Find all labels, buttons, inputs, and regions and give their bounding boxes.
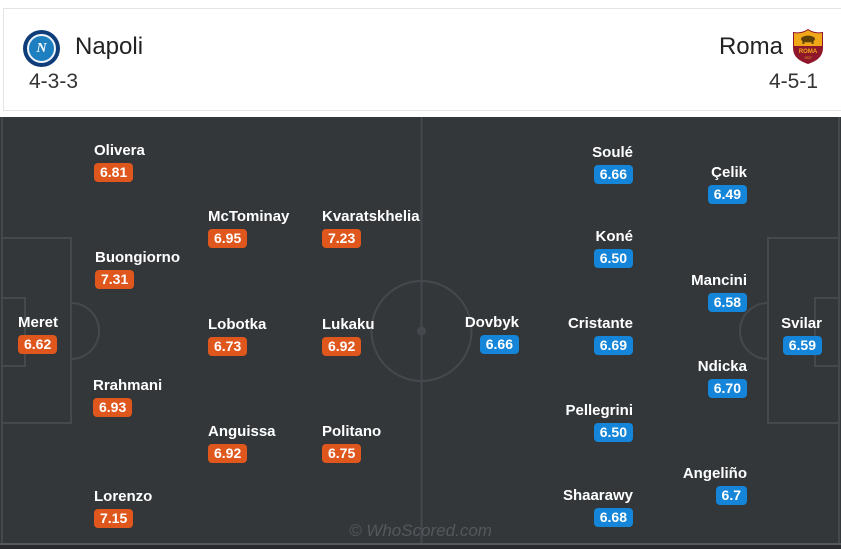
roma-crest-icon: ROMA 1927 xyxy=(793,29,823,64)
player-rating-badge: 6.50 xyxy=(593,249,633,268)
pitch xyxy=(0,117,841,543)
match-header: N Napoli 4-3-3 Roma ROMA 1927 4-5-1 xyxy=(3,8,841,111)
player-block[interactable]: Lukaku 6.92 xyxy=(322,316,375,356)
player-rating-badge: 6.66 xyxy=(593,165,633,184)
player-block[interactable]: Mancini 6.58 xyxy=(691,272,747,312)
player-block[interactable]: Lobotka 6.73 xyxy=(208,316,266,356)
player-name: McTominay xyxy=(208,208,290,225)
player-block[interactable]: Ndicka 6.70 xyxy=(698,358,747,398)
player-block[interactable]: McTominay 6.95 xyxy=(208,208,289,248)
player-rating-badge: 6.95 xyxy=(208,229,248,248)
player-name: Dovbyk xyxy=(464,314,519,331)
napoli-crest-icon: N xyxy=(23,30,60,67)
player-block[interactable]: Angeliño 6.7 xyxy=(683,465,747,505)
player-name: Buongiorno xyxy=(95,249,180,266)
player-block[interactable]: Koné 6.50 xyxy=(593,228,634,268)
player-name: Cristante xyxy=(567,315,633,332)
player-rating-badge: 6.73 xyxy=(208,337,248,356)
player-block[interactable]: Pellegrini 6.50 xyxy=(565,402,633,442)
player-name: Kvaratskhelia xyxy=(322,208,420,225)
player-rating-badge: 7.23 xyxy=(322,229,362,248)
player-rating-badge: 6.7 xyxy=(715,486,747,505)
player-rating-badge: 6.66 xyxy=(479,335,519,354)
player-rating-badge: 7.31 xyxy=(95,270,135,289)
player-name: Koné xyxy=(595,228,634,245)
player-name: Pellegrini xyxy=(565,402,633,419)
player-block[interactable]: Dovbyk 6.66 xyxy=(465,314,519,354)
away-formation: 4-5-1 xyxy=(768,70,818,93)
away-team-name: Roma xyxy=(718,33,783,60)
svg-text:ROMA: ROMA xyxy=(799,49,818,55)
player-name: Mancini xyxy=(691,272,747,289)
player-block[interactable]: Buongiorno 7.31 xyxy=(95,249,180,289)
player-name: Soulé xyxy=(592,144,633,161)
player-rating-badge: 6.92 xyxy=(208,444,248,463)
player-block[interactable]: Kvaratskhelia 7.23 xyxy=(322,208,420,248)
player-rating-badge: 6.93 xyxy=(93,398,133,417)
player-rating-badge: 6.70 xyxy=(707,379,747,398)
player-block[interactable]: Shaarawy 6.68 xyxy=(563,487,633,527)
player-name: Lorenzo xyxy=(94,488,153,505)
player-rating-badge: 6.75 xyxy=(322,444,362,463)
player-block[interactable]: Çelik 6.49 xyxy=(707,164,747,204)
player-name: Çelik xyxy=(711,164,747,181)
player-rating-badge: 6.69 xyxy=(593,336,633,355)
pitch-bottom-edge xyxy=(0,543,841,549)
player-block[interactable]: Lorenzo 7.15 xyxy=(94,488,152,528)
svg-text:1927: 1927 xyxy=(804,56,812,60)
player-name: Angeliño xyxy=(682,465,747,482)
player-name: Anguissa xyxy=(208,423,276,440)
player-block[interactable]: Svilar 6.59 xyxy=(781,315,822,355)
player-rating-badge: 7.15 xyxy=(94,509,134,528)
watermark: © WhoScored.com xyxy=(349,521,492,540)
home-team-name: Napoli xyxy=(75,33,144,60)
player-name: Lobotka xyxy=(208,316,267,333)
napoli-crest-letter: N xyxy=(27,34,56,63)
player-block[interactable]: Anguissa 6.92 xyxy=(208,423,276,463)
player-block[interactable]: Soulé 6.66 xyxy=(592,144,633,184)
player-rating-badge: 6.81 xyxy=(94,163,134,182)
pitch-markings-icon xyxy=(1,117,840,543)
player-block[interactable]: Rrahmani 6.93 xyxy=(93,377,162,417)
player-rating-badge: 6.92 xyxy=(322,337,362,356)
player-name: Svilar xyxy=(781,315,822,332)
player-rating-badge: 6.68 xyxy=(593,508,633,527)
player-name: Politano xyxy=(322,423,382,440)
player-block[interactable]: Olivera 6.81 xyxy=(94,142,145,182)
player-name: Olivera xyxy=(94,142,145,159)
player-rating-badge: 6.49 xyxy=(707,185,747,204)
home-formation: 4-3-3 xyxy=(29,70,79,93)
player-rating-badge: 6.50 xyxy=(593,423,633,442)
player-name: Rrahmani xyxy=(93,377,163,394)
player-name: Meret xyxy=(18,314,59,331)
player-name: Shaarawy xyxy=(562,487,633,504)
player-block[interactable]: Politano 6.75 xyxy=(322,423,381,463)
player-rating-badge: 6.59 xyxy=(782,336,822,355)
player-rating-badge: 6.58 xyxy=(707,293,747,312)
player-name: Ndicka xyxy=(697,358,747,375)
player-name: Lukaku xyxy=(322,316,375,333)
player-block[interactable]: Cristante 6.69 xyxy=(568,315,633,355)
player-rating-badge: 6.62 xyxy=(18,335,58,354)
player-block[interactable]: Meret 6.62 xyxy=(18,314,58,354)
